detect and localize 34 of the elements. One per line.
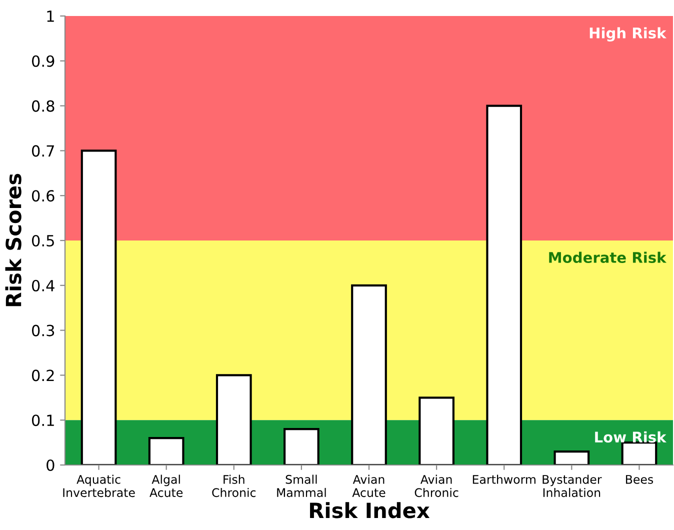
y-tick-label: 0.2 <box>32 370 54 382</box>
y-tick-label: 0.4 <box>32 280 54 292</box>
y-tick-label: 0.9 <box>32 55 54 67</box>
band-label: Low Risk <box>595 431 667 443</box>
bar <box>486 104 522 465</box>
bar <box>80 150 117 465</box>
x-tick-label: Avian Chronic <box>414 474 458 498</box>
x-tick-label: Aquatic Invertebrate <box>63 474 135 498</box>
y-tick-label: 0.8 <box>32 100 54 112</box>
y-tick-label: 0.5 <box>32 234 54 247</box>
x-tick-label: Algal Acute <box>150 474 183 498</box>
x-tick-label: Small Mammal <box>277 474 326 498</box>
y-tick-label: 0 <box>46 459 54 472</box>
x-tick-label: Bees <box>626 475 654 484</box>
bar <box>284 428 320 465</box>
bar <box>554 450 590 465</box>
x-axis-title: Risk Index <box>310 502 430 518</box>
y-tick-label: 0.3 <box>32 324 54 336</box>
y-tick-label: 0.6 <box>32 190 54 202</box>
x-tick-label: Avian Acute <box>352 474 386 498</box>
x-tick-label: Fish Chronic <box>212 474 256 498</box>
bar <box>418 396 454 465</box>
bar <box>621 442 658 465</box>
y-tick-label: 0.7 <box>32 145 54 157</box>
band-label: Moderate Risk <box>549 252 667 264</box>
bar <box>148 437 184 465</box>
y-tick-label: 1 <box>47 10 54 22</box>
y-tick-label: 0.1 <box>32 414 54 426</box>
band-label: High Risk <box>590 27 667 42</box>
x-tick-label: Bystander Inhalation <box>542 474 602 498</box>
bar <box>351 284 387 465</box>
y-axis-title: Risk Scores <box>5 174 22 306</box>
x-tick-label: Earthworm <box>472 474 536 484</box>
bar <box>216 374 252 465</box>
